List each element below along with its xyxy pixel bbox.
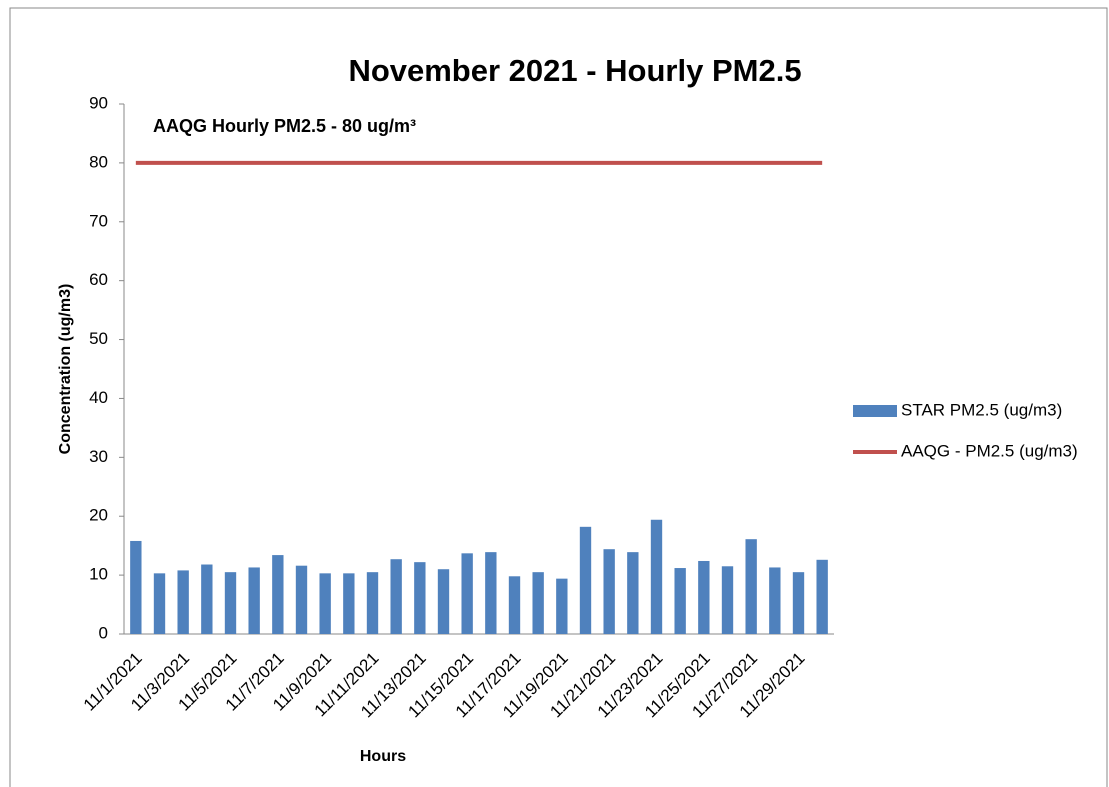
bar	[153, 573, 166, 634]
y-tick-label: 50	[89, 329, 108, 348]
bar	[674, 568, 686, 634]
y-tick-label: 0	[99, 623, 108, 642]
legend-label: AAQG - PM2.5 (ug/m3)	[901, 441, 1078, 460]
bar	[485, 552, 497, 634]
bar	[556, 578, 568, 634]
bar	[627, 552, 639, 634]
y-tick-label: 80	[89, 152, 108, 171]
bar	[343, 573, 355, 634]
bar	[508, 576, 521, 634]
bar	[603, 549, 615, 634]
x-axis-label: Hours	[360, 748, 406, 765]
chart-title: November 2021 - Hourly PM2.5	[348, 53, 801, 88]
y-tick-label: 20	[89, 506, 108, 525]
annotation: AAQG Hourly PM2.5 - 80 ug/m³	[153, 116, 416, 136]
bar	[177, 570, 189, 634]
y-tick-label: 30	[89, 447, 108, 466]
bar	[792, 572, 805, 634]
bar	[366, 572, 379, 634]
legend-label: STAR PM2.5 (ug/m3)	[901, 400, 1062, 419]
y-tick-label: 10	[89, 565, 108, 584]
bar	[130, 540, 142, 634]
bar	[650, 519, 663, 634]
legend-swatch	[853, 405, 897, 417]
bar	[745, 539, 757, 634]
bar	[224, 572, 237, 634]
bar	[461, 553, 473, 634]
bar	[816, 559, 828, 634]
bar	[295, 565, 308, 634]
y-tick-label: 70	[89, 211, 108, 230]
bar	[248, 567, 260, 634]
bar	[272, 555, 284, 634]
bar	[721, 566, 734, 634]
chart-frame	[9, 7, 1108, 787]
bar	[579, 526, 592, 634]
bar	[437, 569, 450, 634]
bar	[319, 573, 331, 634]
bar	[414, 562, 426, 634]
bar	[201, 564, 213, 634]
y-axis-label: Concentration (ug/m3)	[57, 284, 74, 455]
bar	[698, 560, 710, 634]
bar	[769, 567, 781, 634]
bar	[390, 559, 402, 634]
bar	[532, 572, 544, 634]
y-tick-label: 60	[89, 270, 108, 289]
y-tick-label: 90	[89, 93, 108, 112]
y-tick-label: 40	[89, 388, 108, 407]
